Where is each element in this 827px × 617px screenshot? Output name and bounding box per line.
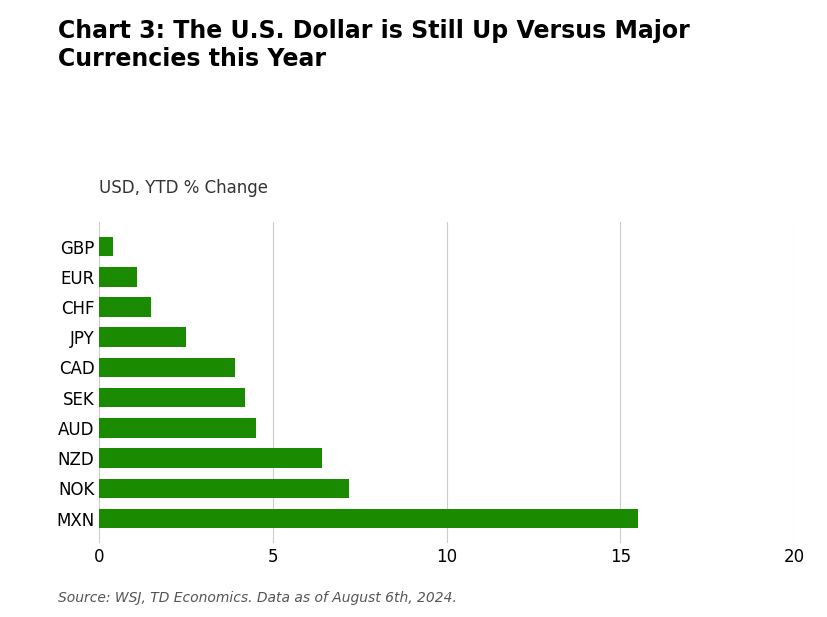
Bar bbox=[99, 237, 113, 256]
Bar bbox=[99, 449, 322, 468]
Text: Source: WSJ, TD Economics. Data as of August 6th, 2024.: Source: WSJ, TD Economics. Data as of Au… bbox=[58, 590, 457, 605]
Bar bbox=[99, 479, 349, 498]
Bar bbox=[99, 328, 186, 347]
Text: USD, YTD % Change: USD, YTD % Change bbox=[99, 179, 268, 197]
Text: Chart 3: The U.S. Dollar is Still Up Versus Major
Currencies this Year: Chart 3: The U.S. Dollar is Still Up Ver… bbox=[58, 19, 690, 71]
Bar bbox=[99, 388, 245, 407]
Bar bbox=[99, 418, 256, 437]
Bar bbox=[99, 267, 137, 286]
Bar bbox=[99, 297, 151, 317]
Bar bbox=[99, 358, 235, 377]
Bar bbox=[99, 509, 638, 528]
